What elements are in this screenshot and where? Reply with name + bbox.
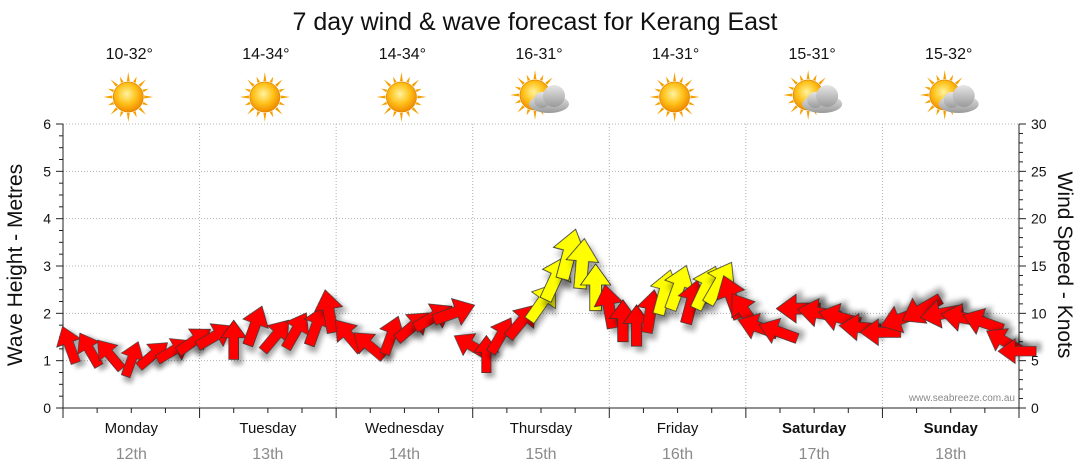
y-right-tick-label: 20 <box>1031 211 1047 227</box>
day-date-label: 13th <box>252 446 283 463</box>
day-date-label: 15th <box>525 446 556 463</box>
y-left-tick-label: 6 <box>43 116 51 132</box>
y-right-tick-label: 30 <box>1031 116 1047 132</box>
y-right-tick-label: 10 <box>1031 305 1047 321</box>
sun-icon <box>103 72 154 122</box>
temperature-label: 15-31° <box>788 46 835 63</box>
y-right-tick-label: 0 <box>1031 400 1039 416</box>
y-right-label: Wind Speed - Knots <box>1053 172 1076 359</box>
y-left-tick-label: 1 <box>43 353 51 369</box>
temperature-label: 14-31° <box>652 46 699 63</box>
temperature-label: 14-34° <box>242 46 289 63</box>
day-name-label: Wednesday <box>365 420 444 437</box>
day-date-label: 14th <box>389 446 420 463</box>
sun-icon <box>239 72 290 122</box>
temperature-label: 10-32° <box>106 46 153 63</box>
day-name-label: Monday <box>105 420 159 437</box>
wind-arrow <box>565 237 600 290</box>
wind-arrows <box>56 228 1037 379</box>
y-left-tick-label: 4 <box>43 211 51 227</box>
day-name-label: Thursday <box>510 420 573 437</box>
wind-arrow <box>431 298 476 326</box>
temperature-label: 16-31° <box>515 46 562 63</box>
sun-rays <box>649 72 700 122</box>
watermark: www.seabreeze.com.au <box>908 393 1015 404</box>
day-name-label: Saturday <box>782 420 847 437</box>
day-labels: Monday 12th Tuesday 13th Wednesday 14th Thursd… <box>105 420 979 463</box>
sun-rays <box>103 72 154 122</box>
sun-rays <box>239 72 290 122</box>
sun-cloud-icon <box>510 70 569 120</box>
cloud-shape <box>802 85 843 113</box>
cloud-shape <box>938 85 979 113</box>
day-date-label: 16th <box>662 446 693 463</box>
sun-icon <box>649 72 700 122</box>
wind-arrow <box>901 293 944 324</box>
wind-arrow <box>353 332 388 362</box>
y-left-label: Wave Height - Metres <box>4 164 27 366</box>
y-left-tick-label: 0 <box>43 400 51 416</box>
grid-lines <box>63 123 1019 408</box>
cloud-shape <box>529 85 569 113</box>
wind-arrow <box>97 339 126 373</box>
day-date-label: 17th <box>799 446 830 463</box>
y-right-tick-label: 5 <box>1031 353 1039 369</box>
chart-title: 7 day wind & wave forecast for Kerang Ea… <box>293 8 778 36</box>
wind-arrow <box>242 305 269 348</box>
y-left-tick-label: 3 <box>43 258 51 274</box>
day-name-label: Friday <box>657 420 699 437</box>
y-right-tick-label: 15 <box>1031 258 1047 274</box>
day-date-label: 18th <box>935 446 966 463</box>
day-name-label: Tuesday <box>239 420 296 437</box>
sun-cloud-icon <box>783 70 843 120</box>
y-left-tick-label: 5 <box>43 163 51 179</box>
temperature-label: 14-34° <box>379 46 426 63</box>
day-date-label: 12th <box>116 446 147 463</box>
wind-arrow <box>194 323 233 351</box>
temperature-label: 15-32° <box>925 46 972 63</box>
wind-arrow <box>859 318 902 347</box>
wind-arrow <box>997 338 1037 365</box>
sun-icon <box>376 72 427 122</box>
y-right-tick-label: 25 <box>1031 163 1047 179</box>
day-name-label: Sunday <box>924 420 979 437</box>
y-left-tick-label: 2 <box>43 305 51 321</box>
weather-row: 10-32° 14-34° 14-34° 16-31° 14-31° 15-31° 15-3… <box>103 46 979 122</box>
axes: 0 1 2 3 4 5 6 0 5 10 15 20 25 30 <box>43 116 1047 418</box>
wind-arrow <box>579 263 612 312</box>
sun-rays <box>376 72 427 122</box>
wind-arrow <box>758 317 800 345</box>
sun-cloud-icon <box>919 70 979 120</box>
